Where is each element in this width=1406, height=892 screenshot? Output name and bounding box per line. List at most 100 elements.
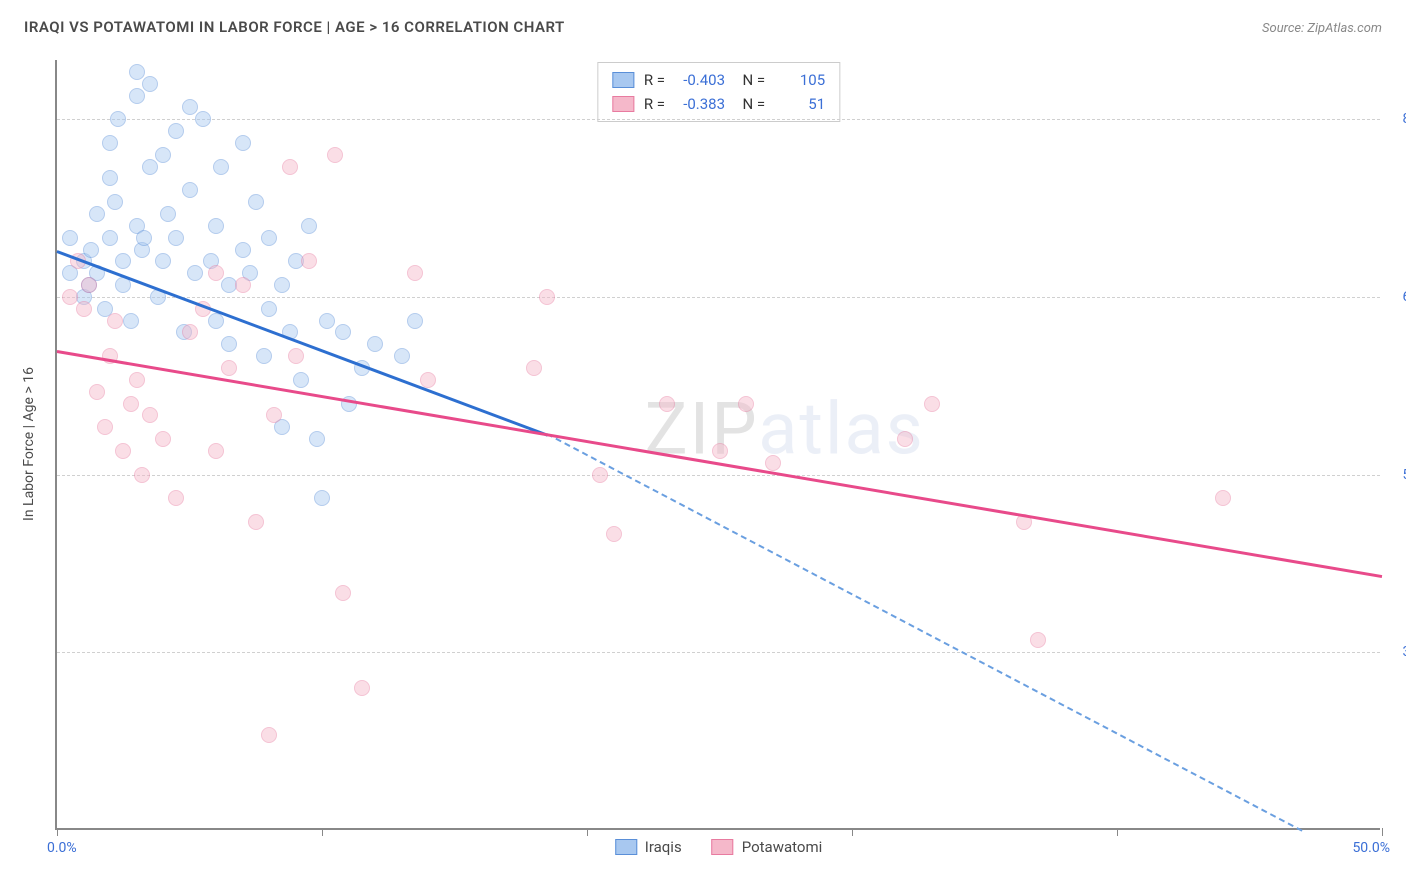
series-label: Iraqis: [645, 838, 682, 856]
data-point: [301, 218, 317, 234]
data-point: [208, 218, 224, 234]
data-point: [134, 467, 150, 483]
data-point: [235, 242, 251, 258]
data-point: [221, 336, 237, 352]
r-label: R =: [644, 92, 665, 116]
data-point: [606, 526, 622, 542]
data-point: [136, 230, 152, 246]
gridline-h: [57, 652, 1380, 653]
data-point: [83, 242, 99, 258]
data-point: [407, 265, 423, 281]
n-label: N =: [735, 68, 765, 92]
data-point: [208, 443, 224, 459]
data-point: [213, 159, 229, 175]
data-point: [182, 324, 198, 340]
trend-line: [547, 433, 1303, 832]
y-tick-label: 65.0%: [1402, 289, 1406, 305]
data-point: [208, 265, 224, 281]
r-label: R =: [644, 68, 665, 92]
data-point: [142, 159, 158, 175]
data-point: [182, 99, 198, 115]
x-tick-label: 50.0%: [1352, 840, 1390, 856]
plot-area: In Labor Force | Age > 16 ZIPatlas R = -…: [55, 60, 1380, 830]
data-point: [248, 194, 264, 210]
data-point: [115, 253, 131, 269]
data-point: [924, 396, 940, 412]
trend-line: [57, 350, 1382, 578]
data-point: [142, 76, 158, 92]
data-point: [235, 135, 251, 151]
data-point: [168, 230, 184, 246]
data-point: [221, 360, 237, 376]
data-point: [168, 490, 184, 506]
data-point: [335, 324, 351, 340]
data-point: [81, 277, 97, 293]
y-tick-label: 50.0%: [1402, 467, 1406, 483]
gridline-h: [57, 475, 1380, 476]
data-point: [62, 289, 78, 305]
x-tick: [1382, 828, 1383, 836]
x-tick-label: 0.0%: [47, 840, 77, 856]
data-point: [123, 313, 139, 329]
y-axis-label: In Labor Force | Age > 16: [21, 367, 37, 521]
data-point: [309, 431, 325, 447]
data-point: [314, 490, 330, 506]
data-point: [160, 206, 176, 222]
data-point: [274, 277, 290, 293]
correlation-legend: R = -0.403 N = 105 R = -0.383 N = 51: [597, 62, 840, 122]
data-point: [539, 289, 555, 305]
data-point: [526, 360, 542, 376]
data-point: [155, 431, 171, 447]
source-attribution: Source: ZipAtlas.com: [1262, 21, 1382, 36]
data-point: [327, 147, 343, 163]
data-point: [102, 230, 118, 246]
data-point: [261, 301, 277, 317]
data-point: [123, 396, 139, 412]
data-point: [335, 585, 351, 601]
n-label: N =: [735, 92, 765, 116]
data-point: [301, 253, 317, 269]
data-point: [293, 372, 309, 388]
data-point: [1215, 490, 1231, 506]
data-point: [195, 111, 211, 127]
data-point: [765, 455, 781, 471]
data-point: [354, 680, 370, 696]
data-point: [319, 313, 335, 329]
r-value-iraqis: -0.403: [675, 68, 725, 92]
chart-container: IRAQI VS POTAWATOMI IN LABOR FORCE | AGE…: [0, 0, 1406, 892]
data-point: [712, 443, 728, 459]
data-point: [97, 419, 113, 435]
data-point: [182, 182, 198, 198]
data-point: [89, 384, 105, 400]
data-point: [102, 170, 118, 186]
data-point: [266, 407, 282, 423]
title-bar: IRAQI VS POTAWATOMI IN LABOR FORCE | AGE…: [24, 18, 1382, 36]
data-point: [142, 407, 158, 423]
legend-item-iraqis: Iraqis: [615, 838, 682, 856]
y-tick-label: 35.0%: [1402, 644, 1406, 660]
data-point: [288, 348, 304, 364]
data-point: [107, 194, 123, 210]
swatch-iraqis: [612, 72, 634, 88]
x-tick: [57, 828, 58, 836]
swatch-potawatomi: [712, 839, 734, 855]
n-value-iraqis: 105: [775, 68, 825, 92]
x-tick: [852, 828, 853, 836]
data-point: [208, 313, 224, 329]
data-point: [394, 348, 410, 364]
series-label: Potawatomi: [742, 838, 823, 856]
x-tick: [322, 828, 323, 836]
data-point: [129, 88, 145, 104]
swatch-iraqis: [615, 839, 637, 855]
x-tick: [587, 828, 588, 836]
data-point: [89, 206, 105, 222]
data-point: [155, 253, 171, 269]
n-value-potawatomi: 51: [775, 92, 825, 116]
data-point: [1030, 632, 1046, 648]
data-point: [256, 348, 272, 364]
data-point: [62, 230, 78, 246]
legend-row-potawatomi: R = -0.383 N = 51: [612, 92, 825, 116]
data-point: [261, 727, 277, 743]
data-point: [261, 230, 277, 246]
data-point: [107, 313, 123, 329]
